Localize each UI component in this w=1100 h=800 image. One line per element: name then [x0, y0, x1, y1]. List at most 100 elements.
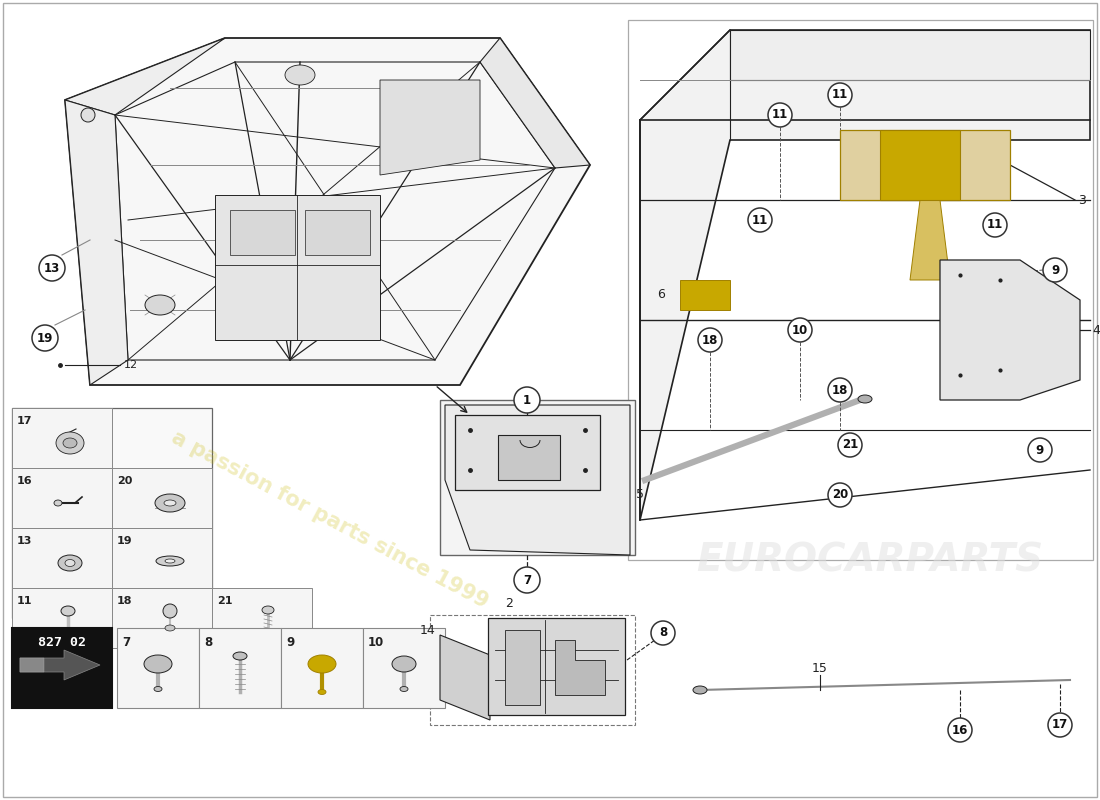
- Text: 11: 11: [752, 214, 768, 226]
- Polygon shape: [488, 618, 625, 715]
- Text: 17: 17: [1052, 718, 1068, 731]
- Polygon shape: [214, 195, 380, 340]
- Polygon shape: [65, 38, 226, 115]
- Text: 15: 15: [812, 662, 828, 675]
- Polygon shape: [65, 38, 590, 385]
- Ellipse shape: [285, 65, 315, 85]
- Ellipse shape: [58, 555, 82, 571]
- Ellipse shape: [308, 655, 336, 673]
- FancyBboxPatch shape: [12, 528, 112, 588]
- FancyBboxPatch shape: [112, 588, 212, 648]
- Text: 13: 13: [16, 536, 32, 546]
- Text: 19: 19: [117, 536, 133, 546]
- Text: 11: 11: [987, 218, 1003, 231]
- Text: 12: 12: [124, 360, 139, 370]
- Polygon shape: [65, 100, 128, 385]
- Circle shape: [748, 208, 772, 232]
- Text: 16: 16: [952, 723, 968, 737]
- Text: 10: 10: [368, 636, 384, 649]
- Text: EUROCARPARTS: EUROCARPARTS: [696, 541, 1044, 579]
- Polygon shape: [880, 130, 960, 200]
- Polygon shape: [498, 435, 560, 480]
- Ellipse shape: [262, 606, 274, 614]
- Ellipse shape: [400, 686, 408, 691]
- Ellipse shape: [63, 438, 77, 448]
- FancyBboxPatch shape: [363, 628, 446, 708]
- Circle shape: [983, 213, 1006, 237]
- Text: 11: 11: [16, 596, 33, 606]
- Text: 20: 20: [832, 489, 848, 502]
- Circle shape: [828, 83, 852, 107]
- Ellipse shape: [54, 500, 62, 506]
- Text: 5: 5: [636, 487, 644, 501]
- Ellipse shape: [233, 652, 248, 660]
- FancyBboxPatch shape: [112, 528, 212, 588]
- Text: 7: 7: [522, 574, 531, 586]
- Polygon shape: [840, 130, 1010, 200]
- Polygon shape: [230, 210, 295, 255]
- Text: 11: 11: [772, 109, 788, 122]
- Ellipse shape: [156, 556, 184, 566]
- Polygon shape: [20, 658, 44, 672]
- FancyBboxPatch shape: [280, 628, 363, 708]
- Circle shape: [788, 318, 812, 342]
- Text: a passion for parts since 1999: a passion for parts since 1999: [168, 428, 492, 612]
- Circle shape: [828, 378, 852, 402]
- FancyBboxPatch shape: [628, 20, 1093, 560]
- Circle shape: [514, 567, 540, 593]
- Polygon shape: [505, 630, 540, 705]
- Circle shape: [1048, 713, 1072, 737]
- Ellipse shape: [65, 559, 75, 566]
- Text: 8: 8: [659, 626, 667, 639]
- Circle shape: [838, 433, 862, 457]
- Ellipse shape: [154, 686, 162, 691]
- Text: 7: 7: [122, 636, 130, 649]
- Text: 9: 9: [286, 636, 295, 649]
- FancyBboxPatch shape: [212, 588, 312, 648]
- Ellipse shape: [155, 494, 185, 512]
- Text: 9: 9: [1036, 443, 1044, 457]
- FancyBboxPatch shape: [12, 468, 112, 528]
- Text: 17: 17: [16, 416, 33, 426]
- Polygon shape: [305, 210, 370, 255]
- Circle shape: [948, 718, 972, 742]
- Ellipse shape: [165, 625, 175, 631]
- Ellipse shape: [693, 686, 707, 694]
- Polygon shape: [455, 415, 600, 490]
- Circle shape: [651, 621, 675, 645]
- Ellipse shape: [56, 432, 84, 454]
- Text: 3: 3: [1078, 194, 1086, 206]
- Polygon shape: [730, 30, 1090, 80]
- Circle shape: [768, 103, 792, 127]
- Text: 10: 10: [792, 323, 808, 337]
- Ellipse shape: [318, 690, 326, 694]
- Polygon shape: [440, 635, 490, 720]
- Circle shape: [39, 255, 65, 281]
- Text: 19: 19: [36, 331, 53, 345]
- Text: 16: 16: [16, 476, 33, 486]
- Polygon shape: [446, 405, 630, 555]
- FancyBboxPatch shape: [12, 628, 112, 708]
- Circle shape: [32, 325, 58, 351]
- Circle shape: [828, 483, 852, 507]
- Polygon shape: [20, 650, 100, 680]
- FancyBboxPatch shape: [12, 408, 112, 468]
- Ellipse shape: [392, 656, 416, 672]
- Ellipse shape: [164, 500, 176, 506]
- Text: 13: 13: [44, 262, 60, 274]
- Circle shape: [1043, 258, 1067, 282]
- Circle shape: [81, 108, 95, 122]
- Text: 1: 1: [522, 394, 531, 406]
- Text: 8: 8: [204, 636, 212, 649]
- Text: 827 02: 827 02: [39, 635, 86, 649]
- FancyBboxPatch shape: [199, 628, 280, 708]
- Ellipse shape: [165, 559, 175, 563]
- Ellipse shape: [60, 606, 75, 616]
- FancyBboxPatch shape: [12, 408, 212, 618]
- Text: 21: 21: [217, 596, 232, 606]
- Text: 21: 21: [842, 438, 858, 451]
- Polygon shape: [680, 280, 730, 310]
- FancyBboxPatch shape: [117, 628, 199, 708]
- Ellipse shape: [145, 295, 175, 315]
- FancyBboxPatch shape: [440, 400, 635, 555]
